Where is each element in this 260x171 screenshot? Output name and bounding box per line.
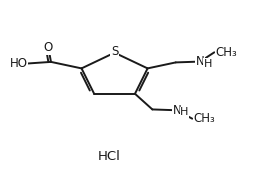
Text: H: H [180,107,188,117]
Text: CH₃: CH₃ [216,46,237,59]
Text: HCl: HCl [98,150,121,163]
Text: N: N [196,55,205,68]
Text: H: H [204,59,212,69]
Text: S: S [111,45,118,58]
Text: O: O [44,41,53,54]
Text: HO: HO [10,57,28,70]
Text: N: N [172,104,181,117]
Text: CH₃: CH₃ [193,112,215,125]
